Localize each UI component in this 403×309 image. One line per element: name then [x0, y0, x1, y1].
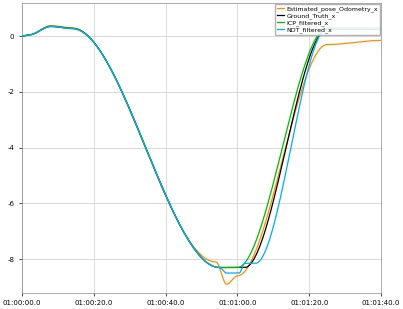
- NDT_filtered_x: [378, 27, 383, 30]
- Ground_Truth_x: [235, 266, 240, 269]
- Estimated_pose_Odometry_x: [378, 39, 383, 42]
- ICP_filtered_x: [85, 33, 90, 37]
- ICP_filtered_x: [48, 24, 53, 28]
- Estimated_pose_Odometry_x: [288, 129, 293, 133]
- Line: ICP_filtered_x: ICP_filtered_x: [22, 26, 381, 268]
- ICP_filtered_x: [288, 115, 293, 119]
- Estimated_pose_Odometry_x: [224, 282, 229, 286]
- Estimated_pose_Odometry_x: [253, 249, 258, 253]
- Estimated_pose_Odometry_x: [48, 24, 53, 28]
- Estimated_pose_Odometry_x: [157, 180, 162, 183]
- Line: Estimated_pose_Odometry_x: Estimated_pose_Odometry_x: [22, 26, 381, 284]
- Ground_Truth_x: [85, 33, 90, 37]
- NDT_filtered_x: [224, 271, 229, 275]
- ICP_filtered_x: [315, 34, 320, 38]
- Estimated_pose_Odometry_x: [85, 33, 90, 37]
- NDT_filtered_x: [235, 271, 240, 275]
- Ground_Truth_x: [217, 266, 222, 269]
- Ground_Truth_x: [378, 28, 383, 31]
- Ground_Truth_x: [253, 254, 258, 258]
- Ground_Truth_x: [157, 178, 162, 182]
- Ground_Truth_x: [288, 129, 293, 132]
- NDT_filtered_x: [157, 179, 162, 182]
- Estimated_pose_Odometry_x: [20, 34, 25, 38]
- Legend: Estimated_pose_Odometry_x, Ground_Truth_x, ICP_filtered_x, NDT_filtered_x: Estimated_pose_Odometry_x, Ground_Truth_…: [275, 4, 380, 35]
- Line: NDT_filtered_x: NDT_filtered_x: [22, 27, 381, 273]
- NDT_filtered_x: [48, 25, 53, 28]
- Ground_Truth_x: [20, 34, 25, 38]
- ICP_filtered_x: [217, 266, 222, 269]
- Ground_Truth_x: [315, 37, 320, 40]
- Estimated_pose_Odometry_x: [315, 50, 320, 54]
- NDT_filtered_x: [20, 34, 25, 38]
- ICP_filtered_x: [20, 34, 25, 38]
- ICP_filtered_x: [253, 240, 258, 244]
- Line: Ground_Truth_x: Ground_Truth_x: [22, 27, 381, 268]
- Estimated_pose_Odometry_x: [235, 274, 240, 278]
- ICP_filtered_x: [235, 266, 240, 269]
- ICP_filtered_x: [378, 26, 383, 30]
- NDT_filtered_x: [288, 150, 293, 154]
- NDT_filtered_x: [253, 261, 258, 265]
- NDT_filtered_x: [85, 34, 90, 37]
- Ground_Truth_x: [48, 25, 53, 28]
- NDT_filtered_x: [315, 39, 320, 42]
- ICP_filtered_x: [157, 178, 162, 182]
